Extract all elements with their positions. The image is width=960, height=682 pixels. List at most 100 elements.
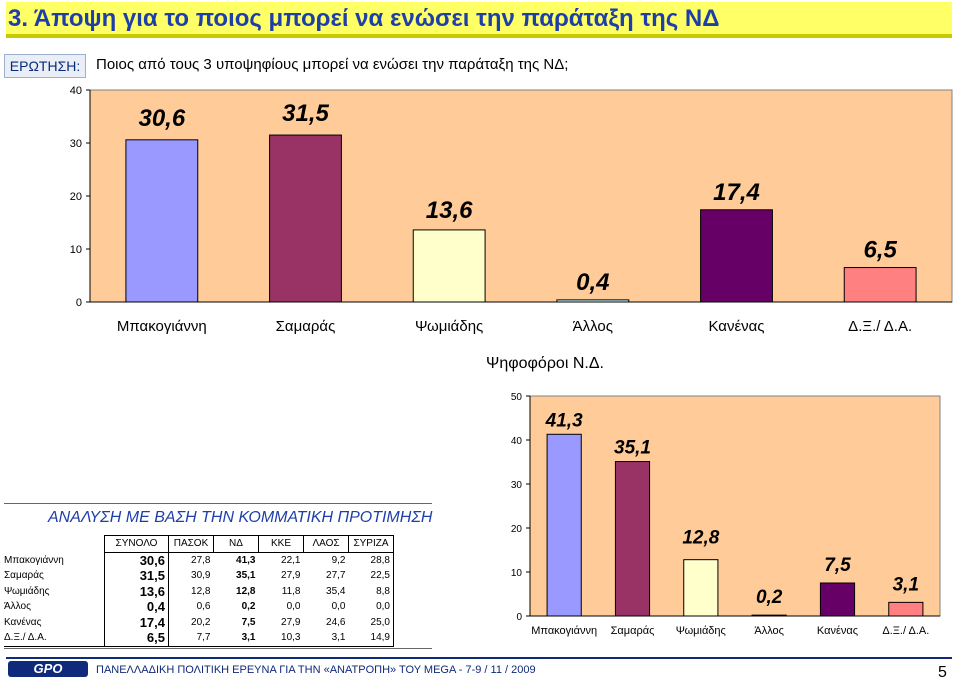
page-title: 3. Άποψη για το ποιος μπορεί να ενώσει τ… (8, 5, 720, 32)
y-tick-label: 40 (70, 85, 82, 97)
category-label: Σαμαράς (276, 318, 336, 335)
cell-total: 30,6 (104, 552, 169, 568)
cell-nd: 0,2 (241, 601, 256, 613)
cell-kke: 27,9 (281, 616, 301, 628)
analysis-title: ΑΝΑΛΥΣΗ ΜΕ ΒΑΣΗ ΤΗΝ ΚΟΜΜΑΤΙΚΗ ΠΡΟΤΙΜΗΣΗ (48, 509, 433, 526)
category-label: Σαμαράς (611, 625, 655, 637)
y-tick-label: 50 (511, 392, 523, 403)
category-label: Μπακογιάννη (531, 625, 597, 637)
category-label: Κανένας (708, 318, 764, 335)
cell-kke: 0,0 (286, 601, 301, 613)
data-label: 0,2 (756, 587, 783, 608)
question-text: Ποιος από τους 3 υποψηφίους μπορεί να εν… (96, 56, 569, 73)
y-tick-label: 20 (511, 524, 523, 535)
cell-nd: 35,1 (236, 570, 256, 582)
cell-kke: 27,9 (281, 570, 301, 582)
cell-total: 6,5 (104, 630, 169, 647)
cell-laos: 0,0 (331, 601, 346, 613)
question-label: ΕΡΩΤΗΣΗ: (4, 54, 86, 78)
data-label: 35,1 (614, 438, 651, 459)
cell-syriza: 14,9 (348, 630, 394, 647)
cell-nd: 3,1 (213, 630, 259, 647)
plot-area (529, 395, 941, 617)
cell-nd: 41,3 (236, 554, 256, 566)
col-header-syriza: ΣΥΡΙΖΑ (348, 535, 394, 553)
gpo-logo: GPO (8, 661, 88, 677)
table-row: Κανένας 17,4 20,2 7,5 27,9 24,6 25,0 (4, 614, 394, 630)
bar (700, 209, 773, 303)
y-tick-label: 10 (70, 244, 82, 256)
page-number: 5 (938, 664, 947, 681)
category-label: Δ.Ξ./ Δ.Α. (882, 625, 929, 637)
row-label: Ψωμιάδης (4, 585, 50, 597)
bar (125, 139, 199, 303)
data-label: 3,1 (893, 574, 919, 595)
cell-kke: 22,1 (281, 554, 301, 566)
main-bar-chart: 0 10 20 30 40 30,6 Μπακογιάννη 31,5 Σαμαράς 13,6 Ψ… (70, 85, 953, 335)
cell-syriza: 25,0 (348, 614, 394, 630)
cell-total: 31,5 (104, 568, 169, 584)
bar (843, 267, 917, 303)
data-label: 41,3 (545, 410, 583, 431)
cell-kke: 11,8 (281, 585, 301, 597)
data-label: 7,5 (824, 555, 851, 576)
data-label: 13,6 (426, 197, 473, 224)
bar (683, 559, 719, 617)
category-label: Ψωμιάδης (676, 625, 726, 637)
bar (269, 134, 342, 303)
table-row: Μπακογιάννη 30,6 27,8 41,3 22,1 9,2 28,8 (4, 552, 394, 568)
analysis-top-rule (4, 503, 432, 504)
data-label: 12,8 (682, 528, 719, 549)
table-row: Δ.Ξ./ Δ.Α. 6,5 7,7 3,1 10,3 3,1 14,9 (4, 630, 394, 647)
y-tick-label: 30 (511, 480, 523, 491)
category-label: Άλλος (573, 318, 613, 335)
y-tick-label: 0 (76, 297, 82, 309)
cell-total: 17,4 (104, 614, 169, 630)
cell-kke: 10,3 (258, 630, 304, 647)
cell-pasok: 0,6 (168, 599, 214, 615)
bar (412, 229, 486, 303)
analysis-table: ΣΥΝΟΛΟ ΠΑΣΟΚ ΝΔ ΚΚΕ ΛΑΟΣ ΣΥΡΙΖΑ Μπακογιά… (4, 535, 394, 647)
category-label: Δ.Ξ./ Δ.Α. (848, 318, 912, 335)
footer-text: ΠΑΝΕΛΛΑΔΙΚΗ ΠΟΛΙΤΙΚΗ ΕΡΕΥΝΑ ΓΙΑ ΤΗΝ «ΑΝΑ… (96, 664, 536, 676)
data-label: 6,5 (863, 237, 897, 264)
col-header-nd: ΝΔ (213, 535, 259, 553)
y-tick-label: 30 (70, 138, 82, 150)
data-label: 30,6 (138, 105, 185, 132)
cell-pasok: 30,9 (168, 568, 214, 584)
cell-nd: 7,5 (241, 616, 256, 628)
cell-laos: 24,6 (326, 616, 346, 628)
y-tick-label: 20 (70, 191, 82, 203)
row-label: Άλλος (4, 601, 31, 613)
bar (819, 582, 856, 617)
cell-laos: 27,7 (326, 570, 346, 582)
col-header-laos: ΛΑΟΣ (303, 535, 349, 553)
col-header-pasok: ΠΑΣΟΚ (168, 535, 214, 553)
footer-rule (6, 657, 952, 659)
analysis-bottom-rule (4, 648, 432, 649)
data-label: 0,4 (576, 269, 609, 296)
cell-pasok: 27,8 (168, 552, 214, 568)
category-label: Ψωμιάδης (415, 318, 483, 335)
row-label: Δ.Ξ./ Δ.Α. (4, 630, 105, 647)
nd-voters-chart-title: Ψηφοφόροι Ν.Δ. (486, 355, 604, 372)
cell-laos: 9,2 (331, 554, 346, 566)
row-label: Σαμαράς (4, 570, 44, 582)
row-label: Μπακογιάννη (4, 554, 64, 566)
data-label: 17,4 (713, 179, 760, 206)
cell-syriza: 0,0 (348, 599, 394, 615)
y-tick-label: 0 (516, 612, 522, 623)
cell-pasok: 20,2 (168, 614, 214, 630)
title-banner: 3. Άποψη για το ποιος μπορεί να ενώσει τ… (6, 2, 952, 38)
plot-area (89, 89, 953, 303)
y-tick-label: 10 (511, 568, 523, 579)
table-row: Ψωμιάδης 13,6 12,8 12,8 11,8 35,4 8,8 (4, 583, 394, 599)
analysis-header-row: ΣΥΝΟΛΟ ΠΑΣΟΚ ΝΔ ΚΚΕ ΛΑΟΣ ΣΥΡΙΖΑ (4, 535, 394, 553)
y-tick-label: 40 (511, 436, 523, 447)
cell-syriza: 8,8 (348, 583, 394, 599)
bar (751, 614, 787, 617)
category-label: Κανένας (817, 625, 858, 637)
col-header-kke: ΚΚΕ (258, 535, 304, 553)
nd-voters-bar-chart: 0 10 20 30 40 50 41,3 Μπακογιάννη 35,1 Σαμαράς 12,… (511, 392, 941, 637)
data-label: 31,5 (282, 100, 329, 127)
